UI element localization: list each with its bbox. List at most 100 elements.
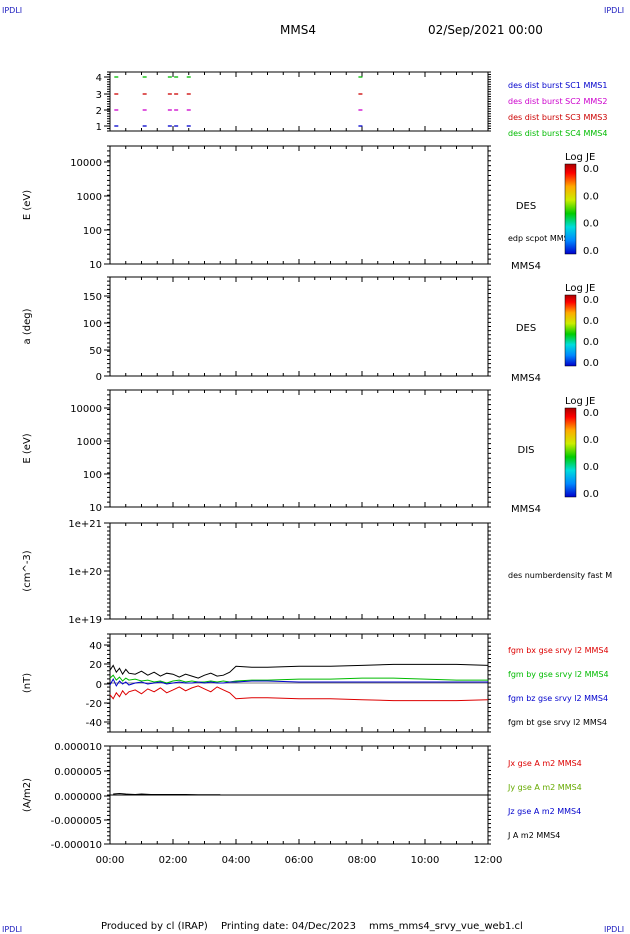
colorbar-tick-label: 0.0: [583, 337, 599, 348]
series-line: [109, 674, 488, 684]
panel-current-density: 0.000010 0.000005 0.000000 -0.000005 -0.0000…: [22, 742, 582, 866]
panel-frame: [109, 389, 489, 508]
y-tick-label: 2: [96, 106, 102, 117]
spacecraft-label: MMS4: [511, 504, 541, 515]
y-tick-label: 100: [83, 226, 102, 237]
y-axis-label: (A/m2): [22, 778, 33, 812]
corner-label-top-left: IPDLI: [2, 6, 22, 15]
x-tick-label: 12:00: [474, 855, 503, 866]
colorbar: [564, 163, 577, 255]
legend-entry: des dist burst SC1 MMS1: [508, 81, 607, 90]
panel-frame: [109, 276, 489, 377]
legend-entry: des dist burst SC4 MMS4: [508, 129, 607, 138]
corner-label-bottom-right: IPDLI: [604, 925, 624, 934]
spectrogram-label: DES: [516, 323, 536, 334]
header-spacecraft: MMS4: [280, 23, 316, 37]
spectrogram-label: DIS: [518, 445, 535, 456]
y-tick-label: 0: [96, 680, 102, 691]
spacecraft-label: MMS4: [511, 261, 541, 272]
colorbar: [564, 294, 577, 367]
y-tick-label: -40: [86, 718, 102, 729]
x-tick-label: 08:00: [348, 855, 377, 866]
y-tick-label: 0: [96, 372, 102, 383]
y-tick-label: 40: [89, 641, 102, 652]
y-tick-label: 1000: [77, 192, 102, 203]
colorbar-tick-label: 0.0: [583, 408, 599, 419]
colorbar-tick-label: 0.0: [583, 489, 599, 500]
legend-entry: Jz gse A m2 MMS4: [507, 807, 581, 816]
y-tick-label: 1: [96, 122, 102, 133]
y-tick-label: 1e+21: [68, 519, 102, 530]
colorbar-tick-label: 0.0: [583, 219, 599, 230]
y-tick-label: 100: [83, 470, 102, 481]
panel-density: 1e+21 1e+20 1e+19 (cm^-3) des numberdensity …: [22, 519, 612, 626]
colorbar-title: Log JE: [565, 152, 595, 163]
y-tick-label: 3: [96, 90, 102, 101]
series-line: [109, 677, 488, 687]
y-tick-label: 0.000005: [54, 767, 102, 778]
panel-frame: [109, 145, 489, 265]
y-axis-label: E (eV): [22, 190, 33, 220]
y-tick-label: 10: [89, 260, 102, 271]
series-line: [109, 685, 489, 702]
x-tick-label: 00:00: [96, 855, 125, 866]
y-tick-label: 10: [89, 503, 102, 514]
colorbar-tick-label: 0.0: [583, 358, 599, 369]
footer-produced-by: Produced by cl (IRAP): [101, 921, 208, 932]
y-tick-label: 50: [89, 346, 102, 357]
colorbar-tick-label: 0.0: [583, 295, 599, 306]
footer-printing-date: Printing date: 04/Dec/2023: [221, 921, 356, 932]
legend-entry: des numberdensity fast M: [508, 571, 612, 580]
corner-label-top-right: IPDLI: [604, 6, 624, 15]
y-axis-label: (cm^-3): [22, 550, 33, 591]
x-tick-label: 02:00: [159, 855, 188, 866]
colorbar-tick-label: 0.0: [583, 191, 599, 202]
y-tick-label: -0.000010: [51, 840, 102, 851]
y-axis-label: E (eV): [22, 433, 33, 463]
colorbar-title: Log JE: [565, 396, 595, 407]
x-tick-label: 04:00: [222, 855, 251, 866]
legend-entry: fgm by gse srvy l2 MMS4: [508, 670, 609, 679]
panel-magnetic-field: 40 20 0 -20 -40 (nT) fgm bx gse srvy l2 MMS4 fg…: [22, 633, 609, 733]
panel-burst-availability: 4 3 2 1 des dist burst SC1 MMS1 des dist burs…: [96, 71, 607, 138]
y-axis-label: a (deg): [22, 308, 33, 344]
colorbar-tick-label: 0.0: [583, 462, 599, 473]
series-line: [113, 792, 221, 796]
y-tick-label: -0.000005: [51, 816, 102, 827]
y-tick-label: 100: [83, 319, 102, 330]
colorbar: [564, 407, 577, 498]
spectrogram-label: DES: [516, 201, 536, 212]
legend-entry: des dist burst SC2 MMS2: [508, 97, 607, 106]
panel-frame: [109, 522, 489, 620]
x-tick-label: 06:00: [285, 855, 314, 866]
colorbar-tick-label: 0.0: [583, 435, 599, 446]
y-tick-label: 1e+20: [68, 567, 102, 578]
y-tick-label: -20: [86, 699, 102, 710]
panel-frame: [109, 71, 489, 132]
colorbar-tick-label: 0.0: [583, 246, 599, 257]
footer-file: mms_mms4_srvy_vue_web1.cl: [369, 921, 523, 932]
legend-entry: fgm bt gse srvy l2 MMS4: [508, 718, 607, 727]
legend-entry: J A m2 MMS4: [507, 831, 560, 840]
header-date: 02/Sep/2021 00:00: [428, 23, 543, 37]
y-tick-label: 0.000000: [54, 792, 102, 803]
colorbar-tick-label: 0.0: [583, 316, 599, 327]
spectrogram-extra-label: edp scpot MMS4: [508, 234, 574, 243]
y-tick-label: 1e+19: [68, 615, 102, 626]
y-tick-label: 1000: [77, 437, 102, 448]
y-tick-label: 10000: [70, 404, 102, 415]
legend-entry: fgm bx gse srvy l2 MMS4: [508, 646, 609, 655]
colorbar-tick-label: 0.0: [583, 164, 599, 175]
y-tick-label: 0.000010: [54, 742, 102, 753]
series-line: [109, 663, 489, 679]
legend-entry: Jy gse A m2 MMS4: [507, 783, 582, 792]
spacecraft-label: MMS4: [511, 373, 541, 384]
y-tick-label: 4: [96, 73, 102, 84]
x-tick-label: 10:00: [411, 855, 440, 866]
y-axis-label: (nT): [22, 673, 33, 693]
legend-entry: des dist burst SC3 MMS3: [508, 113, 607, 122]
corner-label-bottom-left: IPDLI: [2, 925, 22, 934]
